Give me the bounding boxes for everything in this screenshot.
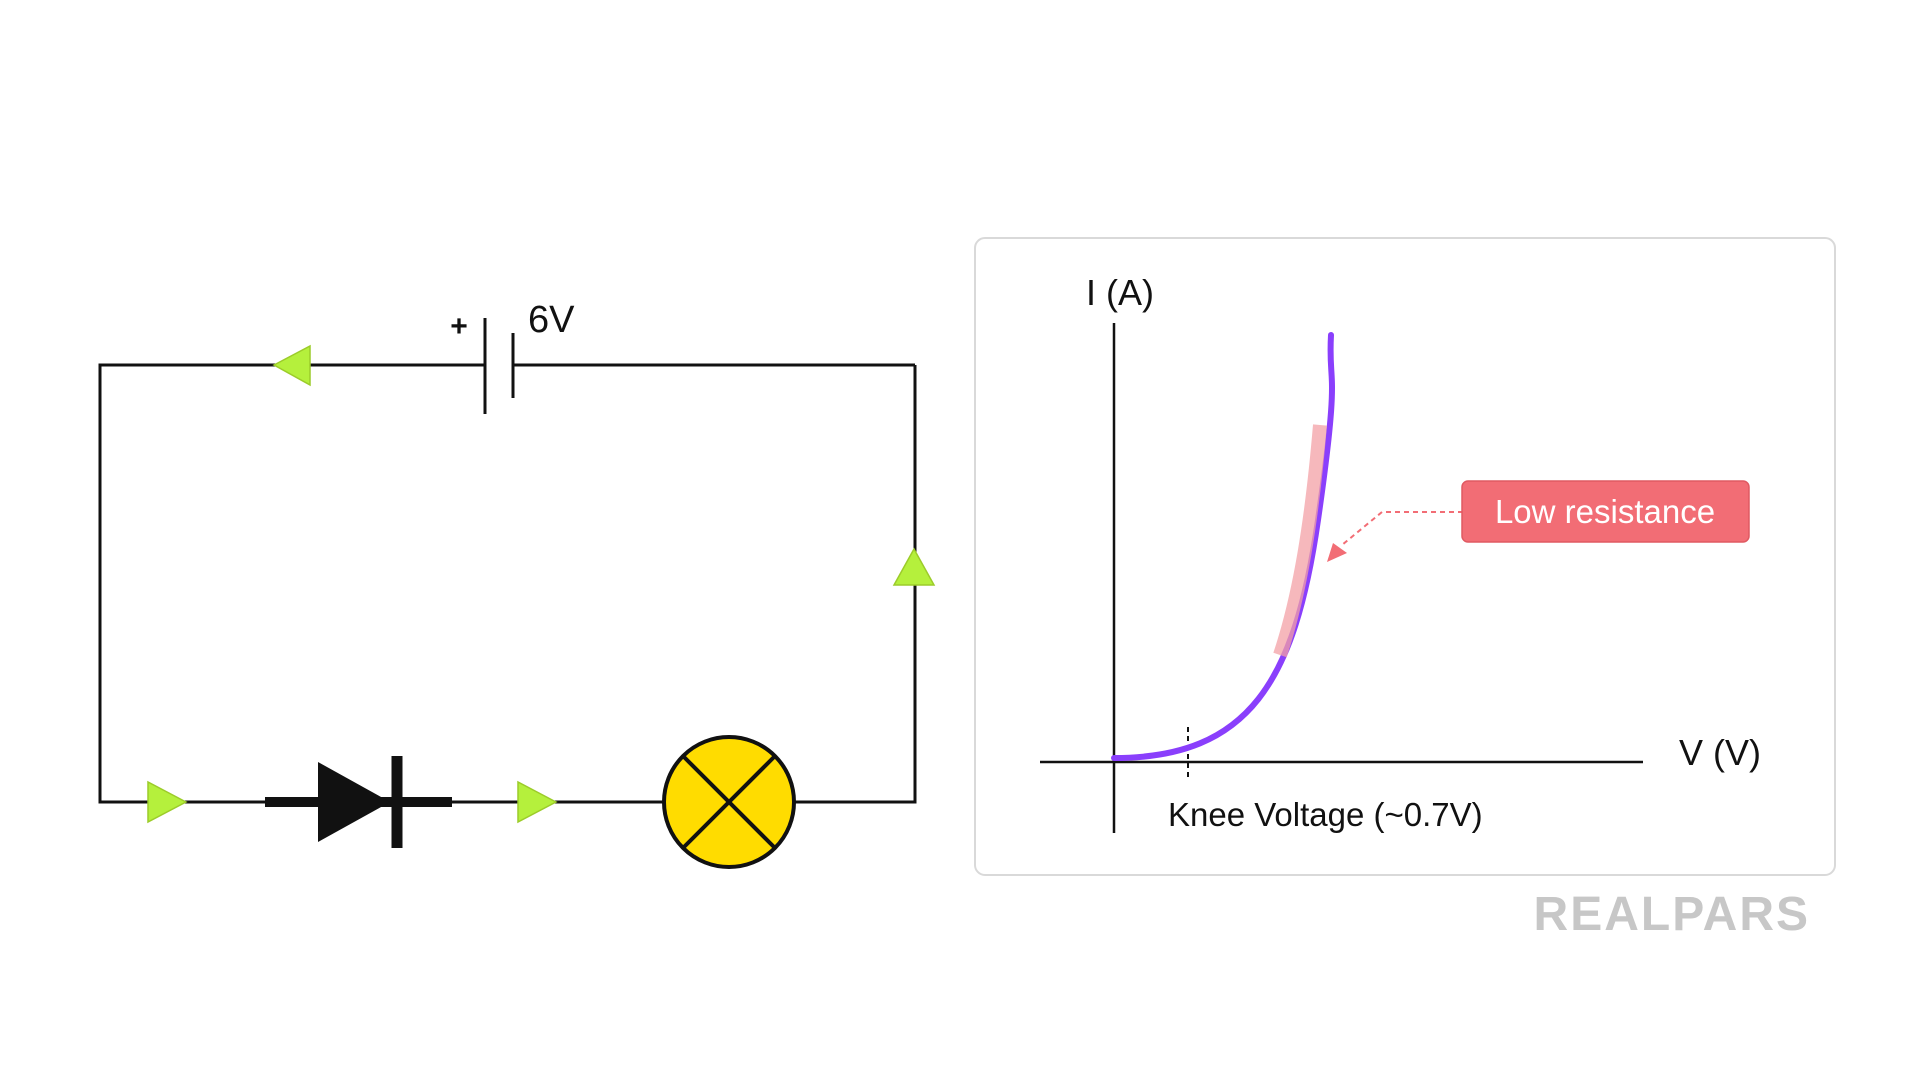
iv-graph-card: I (A) V (V) Knee Voltage (~0.7V) Low res… [974,237,1836,876]
wire-right [794,365,917,804]
callout-arrowhead [1327,543,1347,562]
current-arrow-bottom-middle [517,780,558,824]
current-arrow-top-left [272,344,311,387]
y-axis-label: I (A) [1086,272,1154,313]
realpars-logo: REALPARS [1534,888,1810,941]
diode-symbol [265,756,452,848]
current-arrow-bottom-left [147,780,188,824]
wire-top-left [98,363,485,804]
graph-card-background [974,237,1836,876]
battery-symbol [483,318,515,414]
callout-label: Low resistance [1495,493,1715,530]
callout-box [1461,480,1750,543]
realpars-logo-text: REALPARS [1534,888,1810,941]
lamp-symbol [662,735,796,869]
low-resistance-highlight [1273,424,1327,658]
lamp-cross-b [681,754,777,850]
diode-triangle [318,762,390,842]
current-arrow-right [892,547,936,586]
battery-polarity-label: + [450,310,468,343]
knee-voltage-label: Knee Voltage (~0.7V) [1168,796,1483,833]
callout-leader-line [1341,511,1463,546]
battery-voltage-label: 6V [528,299,575,341]
x-axis-label: V (V) [1679,732,1761,773]
diode-iv-curve [1111,332,1335,761]
circuit-diagram: + 6V [98,299,936,869]
